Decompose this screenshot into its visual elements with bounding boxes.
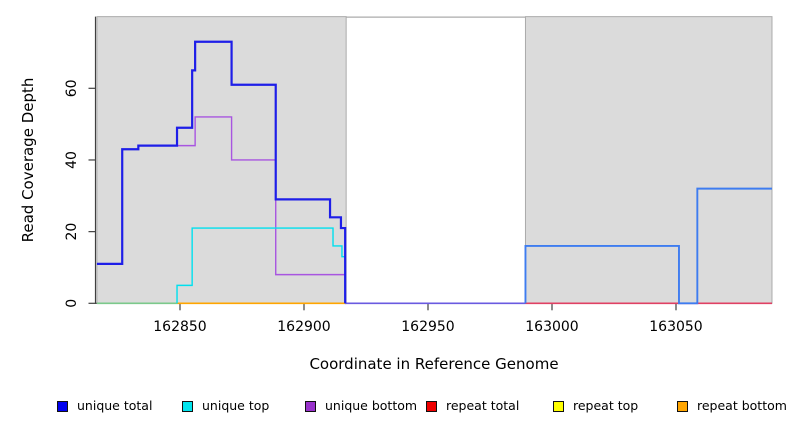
shaded-region <box>524 16 773 304</box>
y-tick-label: 40 <box>64 151 80 169</box>
shaded-region <box>96 16 347 304</box>
legend-label: unique top <box>202 398 270 413</box>
y-tick-label: 0 <box>64 299 80 308</box>
repeat-total-swatch-icon <box>426 400 437 412</box>
legend-item-unique-bottom: unique bottom <box>305 399 417 413</box>
y-axis-label: Read Coverage Depth <box>19 77 37 243</box>
repeat-bottom-swatch-icon <box>677 400 688 412</box>
legend-label: repeat bottom <box>697 398 787 413</box>
y-tick-label: 20 <box>64 223 80 241</box>
x-tick-label: 162850 <box>153 319 206 335</box>
y-tick-label: 60 <box>64 79 80 97</box>
x-tick-label: 162900 <box>277 319 330 335</box>
legend-item-repeat-total: repeat total <box>426 399 519 413</box>
unique-bottom-swatch-icon <box>305 400 316 412</box>
x-tick-label: 163050 <box>649 319 702 335</box>
legend-label: unique bottom <box>325 398 418 413</box>
legend-label: unique total <box>77 398 153 413</box>
series-unique-total <box>96 40 347 304</box>
legend-item-repeat-bottom: repeat bottom <box>677 399 787 413</box>
legend-label: repeat top <box>573 398 639 413</box>
repeat-top-swatch-icon <box>553 400 564 412</box>
legend-item-repeat-top: repeat top <box>553 399 638 413</box>
legend-item-unique-top: unique top <box>182 399 269 413</box>
unique-total-swatch-icon <box>57 400 68 412</box>
legend-item-unique-total: unique total <box>57 399 152 413</box>
x-axis-label: Coordinate in Reference Genome <box>309 355 559 373</box>
x-tick-label: 163000 <box>525 319 578 335</box>
legend-label: repeat total <box>446 398 520 413</box>
series-unique-total-right-block <box>524 187 772 305</box>
unique-top-swatch-icon <box>182 400 193 412</box>
x-tick-label: 162950 <box>401 319 454 335</box>
series-unique-top <box>176 227 346 304</box>
